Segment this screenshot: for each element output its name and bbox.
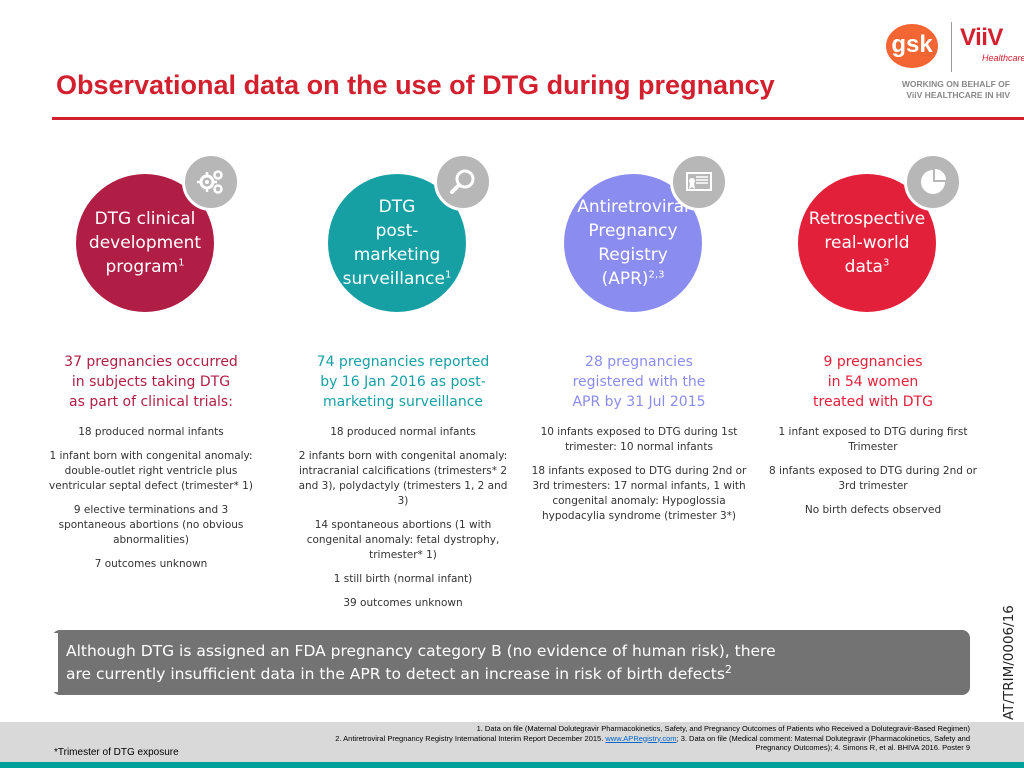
reference-line-2-post: ; 3. Data on file (Medical comment: Mate… (676, 733, 970, 743)
title-rule (52, 117, 1024, 120)
circle-line: data (844, 257, 883, 277)
detail-item: 39 outcomes unknown (343, 597, 463, 609)
callout-line-2: are currently insufficient data in the A… (66, 665, 725, 683)
circle-line: (APR) (601, 269, 649, 289)
circle-line: post-marketing (353, 221, 441, 265)
certificate-icon (670, 153, 728, 211)
lead-line: 37 pregnancies occurred (64, 354, 238, 370)
circle-line: DTG clinical (94, 209, 196, 229)
lead-line: 9 pregnancies (823, 354, 923, 370)
lead-line: treated with DTG (813, 394, 933, 410)
bottom-color-strip (0, 762, 1024, 768)
lead-text: 37 pregnancies occurred in subjects taki… (36, 352, 266, 412)
pie-chart-icon (904, 153, 962, 211)
circle-line: development (88, 233, 202, 253)
lead-line: 74 pregnancies reported (316, 354, 490, 370)
lead-line: marketing surveillance (322, 394, 484, 410)
on-behalf-text: WORKING ON BEHALF OF ViiV HEALTHCARE IN … (902, 79, 1010, 101)
callout-line-2-wrap: are currently insufficient data in the A… (66, 663, 966, 686)
lead-line: in subjects taking DTG (71, 374, 231, 390)
circle-line-with-sup: data3 (809, 255, 926, 279)
reference-sup: 1 (178, 257, 185, 269)
reference-line-2: 2. Antiretroviral Pregnancy Registry Int… (210, 734, 970, 744)
reference-sup: 1 (444, 269, 452, 281)
detail-item: 8 infants exposed to DTG during 2nd or 3… (769, 465, 977, 492)
lead-line: registered with the (572, 374, 706, 390)
on-behalf-line-2: ViiV HEALTHCARE IN HIV (906, 90, 1010, 100)
on-behalf-line-1: WORKING ON BEHALF OF (901, 79, 1010, 89)
details: 18 produced normal infants 2 infants bor… (292, 425, 514, 620)
circle-line: Antiretroviral (577, 197, 689, 217)
lead-text: 74 pregnancies reported by 16 Jan 2016 a… (288, 352, 518, 412)
detail-item: 18 produced normal infants (330, 426, 476, 438)
circle-line-with-sup: (APR)2,3 (577, 267, 688, 291)
document-code: AT/TRIM/0006/16 (1001, 605, 1017, 720)
circle-line-with-sup: program1 (89, 255, 201, 279)
detail-item: 14 spontaneous abortions (1 with congeni… (306, 519, 500, 561)
reference-sup: 3 (882, 257, 890, 269)
gsk-logo: gsk (886, 24, 938, 68)
logo-divider (951, 22, 952, 72)
detail-item: 18 produced normal infants (78, 426, 224, 438)
footer: *Trimester of DTG exposure 1. Data on fi… (0, 722, 1024, 762)
circle-line: Registry (598, 245, 668, 265)
circle-line: program (105, 257, 179, 277)
circle-line: Retrospective (808, 209, 926, 229)
detail-item: 2 infants born with congenital anomaly: … (298, 450, 508, 507)
reference-line-1: 1. Data on file (Maternal Dolutegravir P… (476, 724, 970, 733)
detail-item: No birth defects observed (804, 504, 942, 516)
lead-line: in 54 women (827, 374, 919, 390)
viiv-logo-subtitle: Healthcare (982, 53, 1024, 63)
details: 18 produced normal infants 1 infant born… (40, 425, 262, 581)
magnifier-icon (434, 153, 492, 211)
details: 10 infants exposed to DTG during 1st tri… (528, 425, 750, 533)
details: 1 infant exposed to DTG during first Tri… (762, 425, 984, 527)
detail-item: 1 infant born with congenital anomaly: d… (49, 450, 253, 492)
circle-line: real-world (824, 233, 910, 253)
lead-line: 28 pregnancies (585, 354, 693, 370)
viiv-logo: ViiV (960, 24, 1003, 51)
detail-item: 10 infants exposed to DTG during 1st tri… (540, 426, 738, 453)
detail-item: 1 still birth (normal infant) (333, 573, 473, 585)
circle-line: surveillance (342, 269, 445, 289)
apr-registry-link[interactable]: www.APRegistry.com (605, 733, 677, 743)
detail-item: 1 infant exposed to DTG during first Tri… (778, 426, 968, 453)
lead-text: 9 pregnancies in 54 women treated with D… (758, 352, 988, 412)
circle-line-with-sup: surveillance1 (334, 267, 460, 291)
gears-icon (182, 153, 240, 211)
detail-item: 9 elective terminations and 3 spontaneou… (58, 504, 244, 546)
references: 1. Data on file (Maternal Dolutegravir P… (210, 724, 970, 753)
lead-text: 28 pregnancies registered with the APR b… (524, 352, 754, 412)
reference-sup: 2,3 (648, 269, 665, 281)
lead-line: APR by 31 Jul 2015 (572, 394, 706, 410)
lead-line: by 16 Jan 2016 as post- (320, 374, 486, 390)
callout-accent-bar (52, 633, 58, 692)
circle-line: DTG (378, 197, 416, 217)
page-title: Observational data on the use of DTG dur… (56, 70, 775, 100)
lead-line: as part of clinical trials: (69, 394, 233, 410)
detail-item: 18 infants exposed to DTG during 2nd or … (531, 465, 747, 522)
reference-line-3: Pregnancy Outcomes); 4. Simons R, et al.… (755, 743, 970, 752)
callout-text: Although DTG is assigned an FDA pregnanc… (66, 640, 966, 686)
circle-line: Pregnancy (588, 221, 678, 241)
reference-sup: 2 (724, 662, 732, 676)
conclusion-callout: Although DTG is assigned an FDA pregnanc… (52, 630, 970, 695)
callout-line-1: Although DTG is assigned an FDA pregnanc… (66, 642, 776, 660)
reference-line-2-pre: 2. Antiretroviral Pregnancy Registry Int… (335, 733, 604, 743)
trimester-footnote: *Trimester of DTG exposure (54, 747, 179, 758)
detail-item: 7 outcomes unknown (94, 558, 208, 570)
